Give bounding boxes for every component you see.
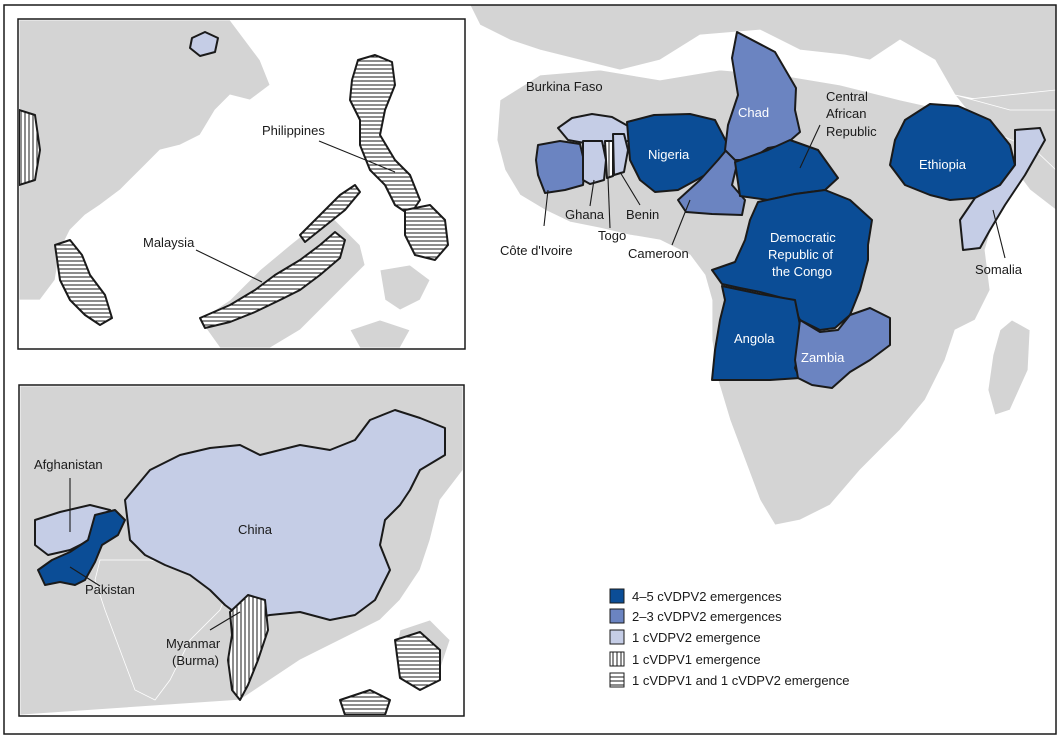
asia-map: Afghanistan China Pakistan Myanmar (Burm… [20,386,463,715]
label-philippines: Philippines [262,123,325,138]
togo-region [604,140,614,179]
outer-frame [3,4,1057,735]
label-ethiopia: Ethiopia [919,157,967,172]
pakistan-region [37,509,126,586]
label-afghanistan: Afghanistan [34,457,103,472]
myanmar-region [227,594,269,701]
malaysia-peninsula [54,239,113,326]
label-china: China [238,522,273,537]
legend-swatch-vertical-stripes [609,651,625,667]
label-pakistan: Pakistan [85,582,135,597]
legend-swatch-mid [609,608,625,624]
label-chad: Chad [738,105,769,120]
ghana-region [582,140,607,185]
label-angola: Angola [734,331,775,346]
southeast-asia-map: Philippines Malaysia [19,20,449,348]
label-car-line2: African [826,106,866,121]
label-car-line1: Central [826,89,868,104]
label-somalia: Somalia [975,262,1023,277]
legend-swatch-horizontal-stripes [609,672,625,688]
label-myanmar-line2: (Burma) [172,653,219,668]
legend-label-vertical-stripes: 1 cVDPV1 emergence [632,652,761,667]
legend-label-dark: 4–5 cVDPV2 emergences [632,589,782,604]
china-region [124,409,446,621]
zambia-region [794,307,891,389]
myanmar-edge [19,109,41,186]
label-ghana: Ghana [565,207,605,222]
label-drc-line2: Republic of [768,247,833,262]
label-car-line3: Republic [826,124,877,139]
label-cote-divoire: Côte d'Ivoire [500,243,573,258]
somalia-region [959,127,1046,251]
car-region [734,139,839,201]
legend: 4–5 cVDPV2 emergences 2–3 cVDPV2 emergen… [609,588,850,688]
label-drc-line1: Democratic [770,230,836,245]
drc-region [711,189,873,331]
legend-swatch-light [609,629,625,645]
label-malaysia: Malaysia [143,235,195,250]
legend-swatch-dark [609,588,625,604]
philippines-palawan [299,184,361,243]
label-burkina-faso: Burkina Faso [526,79,603,94]
label-nigeria: Nigeria [648,147,690,162]
malaysia-corner [339,689,391,715]
label-cameroon: Cameroon [628,246,689,261]
malaysia-borneo [199,231,346,329]
legend-label-horizontal-stripes: 1 cVDPV1 and 1 cVDPV2 emergence [632,673,850,688]
cote-divoire-region [535,140,586,194]
philippines-south [404,204,449,261]
angola-region [711,285,801,381]
hainan-island [189,31,219,57]
legend-label-light: 1 cVDPV2 emergence [632,630,761,645]
label-myanmar-line1: Myanmar [166,636,221,651]
philippines-corner [394,631,441,691]
legend-label-mid: 2–3 cVDPV2 emergences [632,609,782,624]
label-togo: Togo [598,228,626,243]
label-drc-line3: the Congo [772,264,832,279]
benin-region [612,133,629,176]
label-zambia: Zambia [801,350,845,365]
cameroon-region [677,147,746,216]
label-benin: Benin [626,207,659,222]
